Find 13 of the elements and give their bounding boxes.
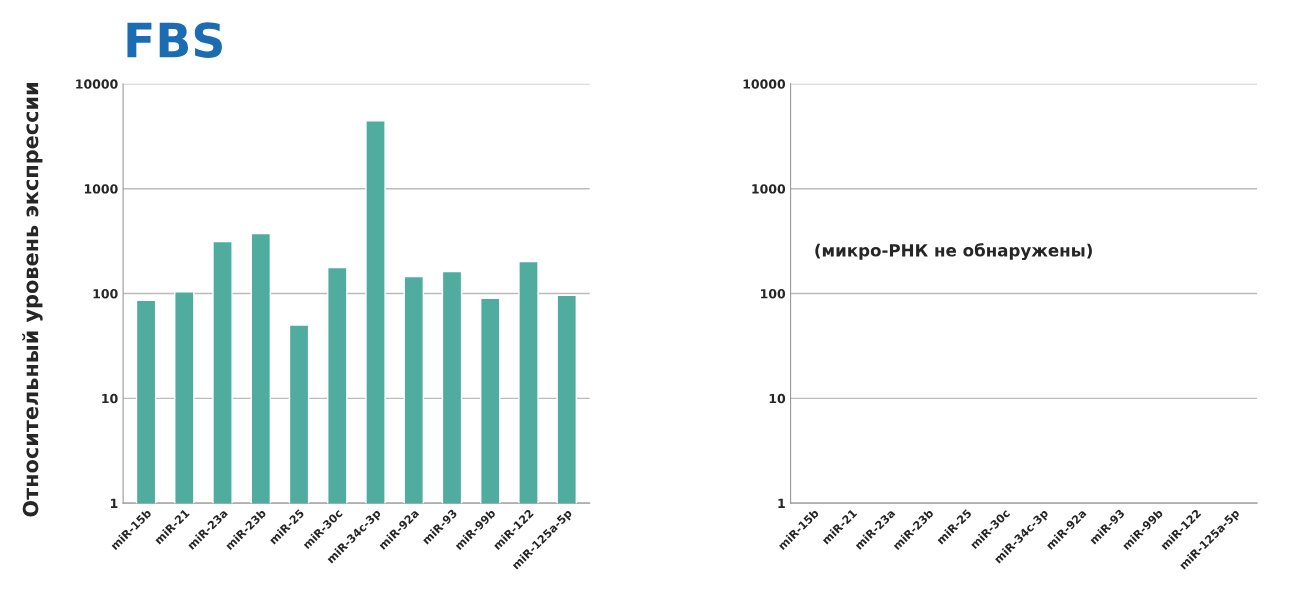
y-axis-title: Относительный уровень экспрессии [22, 83, 43, 517]
y-tick-label: 1 [778, 498, 785, 508]
y-tick-label: 100 [761, 288, 786, 299]
y-tick-label: 10 [102, 393, 118, 404]
annotation: (микро-РНК не обнаружены) [815, 243, 1092, 260]
y-tick-label: 1000 [84, 184, 118, 194]
y-tick-label: 10000 [76, 79, 118, 89]
y-tick-label: 10000 [743, 79, 786, 89]
y-tick-label: 100 [93, 288, 118, 299]
y-tick-label: 1000 [752, 184, 786, 194]
y-tick-label: 10 [769, 393, 786, 404]
chart-title: FBS [127, 22, 222, 58]
y-tick-label: 1 [110, 498, 118, 508]
